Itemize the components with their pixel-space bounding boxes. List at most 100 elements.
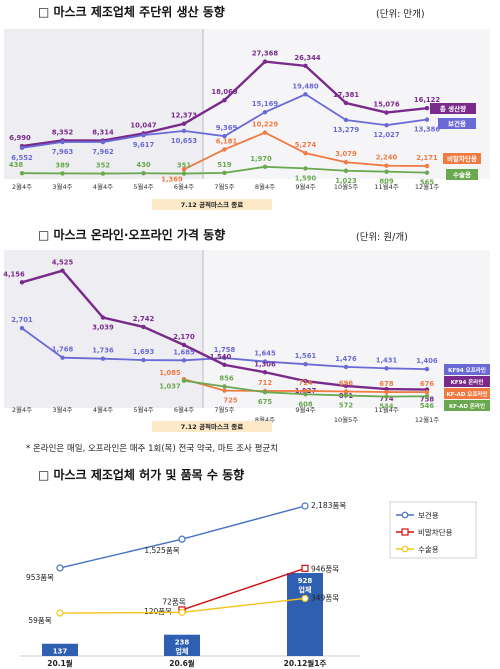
data-label-kfad_on: 675 <box>258 398 272 406</box>
data-point-kfad_off <box>343 389 349 394</box>
data-label-total: 26,344 <box>294 54 320 62</box>
data-point-health <box>303 92 308 97</box>
data-label-kf94_off: 2,701 <box>11 316 33 324</box>
data-label-surgical: 1,590 <box>295 174 317 182</box>
data-label-kfad_off: 714 <box>298 379 312 387</box>
data-label-health: 15,169 <box>252 100 278 108</box>
x-tick-label: 12월1주 <box>415 182 439 191</box>
data-label-yellow: 59품목 <box>28 616 51 625</box>
data-label-health: 13,279 <box>333 126 359 134</box>
data-point-total <box>384 110 389 115</box>
data-point-kf94_off <box>100 356 106 361</box>
data-point-health <box>100 139 106 145</box>
data-point-surgical <box>222 170 227 176</box>
data-label-kf94_off: 1,693 <box>133 348 155 356</box>
data-point-kf94_off <box>424 366 430 372</box>
data-label-droplet: 2,171 <box>416 154 438 162</box>
data-point-kf94_off <box>19 326 25 331</box>
data-point-blue <box>178 535 186 543</box>
data-label-health: 7,963 <box>52 148 74 156</box>
data-point-kfad_off <box>384 389 389 395</box>
data-point-health <box>424 117 430 122</box>
x-tick-label: 10월5주 <box>334 182 358 191</box>
data-point-total <box>343 100 349 106</box>
annotation-box <box>152 421 272 432</box>
data-label-kfad_on: 534 <box>379 403 393 411</box>
data-label-surgical: 430 <box>136 161 150 169</box>
data-point-total <box>424 106 430 111</box>
data-label-kf94_on: 758 <box>420 396 434 404</box>
data-label-total: 10,047 <box>130 121 156 129</box>
legend-tag-kfad_on <box>444 400 490 411</box>
data-label-kfad_off: 678 <box>379 380 393 388</box>
data-label-yellow: 349품목 <box>311 593 339 602</box>
company-bar-unit: 업체 <box>54 656 67 665</box>
price-section-title: □ 마스크 온라인·오프라인 가격 동향 <box>38 228 226 242</box>
data-label-surgical: 565 <box>420 179 434 187</box>
x-tick-label: 8월4주 <box>255 182 275 191</box>
data-point-surgical <box>100 171 106 176</box>
data-label-surgical: 519 <box>217 161 231 169</box>
data-label-kf94_on: 4,525 <box>52 259 74 267</box>
data-point-kf94_on <box>222 362 227 368</box>
company-bar-unit: 업체 <box>299 585 312 594</box>
company-bar <box>164 634 200 656</box>
price-unit: (단위: 원/개) <box>356 232 408 243</box>
data-label-kfad_off: 712 <box>258 379 272 387</box>
data-point-kf94_off <box>181 358 187 363</box>
data-point-health <box>19 145 25 151</box>
data-label-surgical: 809 <box>379 178 393 186</box>
x-tick-label: 4월4주 <box>93 405 113 414</box>
legend-label-kf94_on: KF94 온라인 <box>451 378 484 386</box>
legend-tag-kf94_on <box>444 376 490 387</box>
data-point-surgical <box>262 164 268 170</box>
data-label-surgical: 389 <box>55 161 69 169</box>
data-point-kf94_on <box>262 370 268 375</box>
data-point-droplet <box>343 160 349 165</box>
x-tick-label: 11월4주 <box>374 182 398 191</box>
data-point-kf94_off <box>343 364 349 370</box>
data-point-kfad_off <box>222 388 227 393</box>
legend-tag-health <box>438 118 476 129</box>
data-point-surgical <box>181 171 187 176</box>
production-unit: (단위: 만개) <box>376 9 425 20</box>
legend-label-kfad_on: KF-AD 온라인 <box>449 402 485 410</box>
legend-label-total: 총 생산량 <box>440 104 466 113</box>
production-chart: 2월4주 3월4주 4월4주 5월4주 6월4주 7월5주 8월4주 9월4주 10월5주 11월… <box>4 29 490 210</box>
data-label-droplet: 3,079 <box>335 150 357 158</box>
x-tick-label: 5월4주 <box>133 182 153 191</box>
data-point-surgical <box>303 166 308 171</box>
x-tick-label: 10월5주 <box>334 415 358 424</box>
legend-tag-kf94_off <box>444 364 490 375</box>
data-label-kf94_off: 1,431 <box>376 356 398 364</box>
data-point-kfad_on <box>343 393 349 398</box>
x-tick-label: 2월4주 <box>12 182 32 191</box>
annotation-label: 7.12 공적마스크 종료 <box>181 200 243 209</box>
data-label-health: 10,653 <box>171 137 197 145</box>
x-tick-label: 8월4주 <box>255 415 275 424</box>
data-label-total: 8,352 <box>52 128 74 136</box>
x-tick-label: 6월4주 <box>174 182 194 191</box>
x-tick-label: 3월4주 <box>52 182 72 191</box>
data-point-kf94_on <box>19 280 25 285</box>
data-label-droplet: 6,181 <box>216 137 238 145</box>
data-label-kf94_off: 1,476 <box>335 355 357 363</box>
data-point-yellow <box>56 609 64 617</box>
data-label-health: 9,617 <box>133 141 155 149</box>
data-label-droplet: 5,274 <box>295 141 317 149</box>
data-label-health: 7,962 <box>92 148 114 156</box>
permits-chart: 137업체20.1월238업체20.6월928업체20.12월1주953품목1,… <box>20 501 477 668</box>
data-point-droplet <box>384 163 389 168</box>
x-tick-label: 5월4주 <box>133 405 153 414</box>
data-point-surgical <box>424 170 430 175</box>
data-label-health: 19,480 <box>292 82 318 90</box>
data-point-blue <box>301 502 309 510</box>
x-tick-label: 11월4주 <box>374 405 398 414</box>
data-label-kf94_on: 774 <box>379 395 393 403</box>
company-bar-count: 928 <box>298 577 313 585</box>
price-footnote: * 온라인은 매일, 오프라인은 매주 1회(목) 전국 약국, 마트 조사 평… <box>26 444 279 454</box>
data-point-droplet <box>424 163 430 169</box>
data-point-surgical <box>141 171 146 176</box>
legend-label-kfad_off: KF-AD 오프라인 <box>446 390 487 398</box>
data-label-kfad_off: 1,085 <box>159 369 181 377</box>
